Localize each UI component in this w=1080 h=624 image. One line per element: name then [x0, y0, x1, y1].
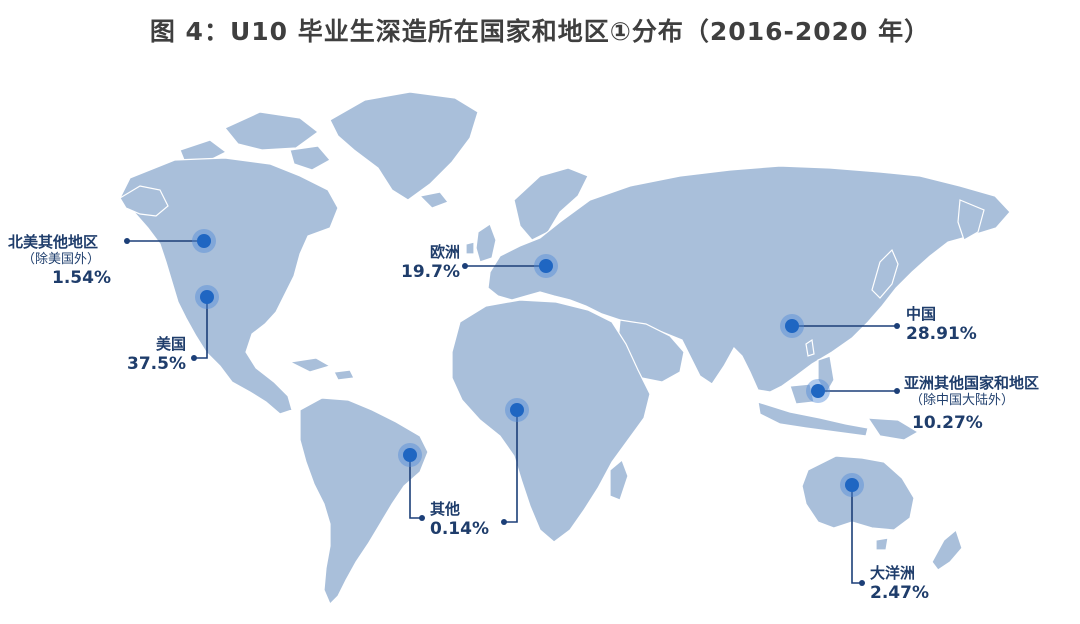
new-zealand-shape: [931, 528, 963, 571]
philippines-shape: [817, 355, 835, 396]
region-name: 其他: [430, 500, 461, 518]
region-percent: 37.5%: [127, 353, 186, 374]
leader-brazil: [409, 455, 422, 519]
scandinavia-shape: [513, 167, 589, 241]
alaska-shape: [119, 185, 169, 217]
south-america-shape: [299, 397, 429, 606]
eurasia-shape: [487, 165, 1011, 393]
marker-north-america-other: [192, 229, 216, 253]
landmasses: [119, 91, 1011, 606]
label-oceania: 大洋洲 2.47%: [870, 564, 929, 604]
region-percent: 1.54%: [52, 268, 111, 288]
label-europe: 欧洲 19.7%: [370, 243, 460, 283]
marker-asia-other: [806, 379, 830, 403]
leader-usa: [194, 297, 208, 359]
region-percent: 28.91%: [906, 323, 977, 344]
region-name: 欧洲: [429, 243, 460, 261]
marker-china: [780, 314, 804, 338]
region-percent: 2.47%: [870, 582, 929, 603]
leader-endpoints: [124, 238, 900, 586]
region-subnote: （除中国大陆外）: [910, 392, 1015, 408]
leader-lines: [127, 240, 897, 584]
region-markers: [192, 229, 864, 497]
region-name: 北美其他地区: [8, 233, 99, 251]
region-name: 大洋洲: [870, 564, 916, 582]
region-subnote: （除美国外）: [22, 251, 101, 267]
label-china: 中国 28.91%: [906, 305, 977, 345]
arctic-islands-shape: [224, 111, 319, 151]
region-name: 亚洲其他国家和地区: [904, 374, 1040, 392]
new-guinea-shape: [866, 417, 920, 441]
japan-shape: [871, 248, 899, 299]
iceland-shape: [418, 191, 449, 209]
indonesia-shape: [757, 401, 869, 437]
africa-shape: [451, 299, 651, 543]
australia-shape: [801, 455, 915, 531]
greenland-shape: [329, 91, 479, 201]
madagascar-shape: [609, 458, 629, 501]
label-north-america-other: 北美其他地区 （除美国外） 1.54%: [8, 233, 111, 289]
leader-oceania: [851, 485, 862, 584]
label-usa: 美国 37.5%: [96, 335, 186, 375]
region-percent: 19.7%: [401, 261, 460, 282]
chart-title: 图 4：U10 毕业生深造所在国家和地区①分布（2016-2020 年）: [149, 17, 931, 46]
label-other: 其他 0.14%: [430, 500, 489, 540]
region-percent: 10.27%: [912, 413, 983, 433]
marker-europe: [534, 254, 558, 278]
label-asia-other: 亚洲其他国家和地区 （除中国大陆外） 10.27%: [904, 374, 1039, 434]
north-america-shape: [119, 157, 339, 415]
region-percent: 0.14%: [430, 518, 489, 539]
uk-shape: [475, 223, 497, 263]
region-name: 美国: [155, 335, 186, 353]
leader-other: [504, 410, 518, 523]
marker-oceania: [840, 473, 864, 497]
marker-other: [505, 398, 529, 422]
marker-usa: [195, 285, 219, 309]
marker-brazil: [398, 443, 422, 467]
region-name: 中国: [906, 305, 937, 323]
